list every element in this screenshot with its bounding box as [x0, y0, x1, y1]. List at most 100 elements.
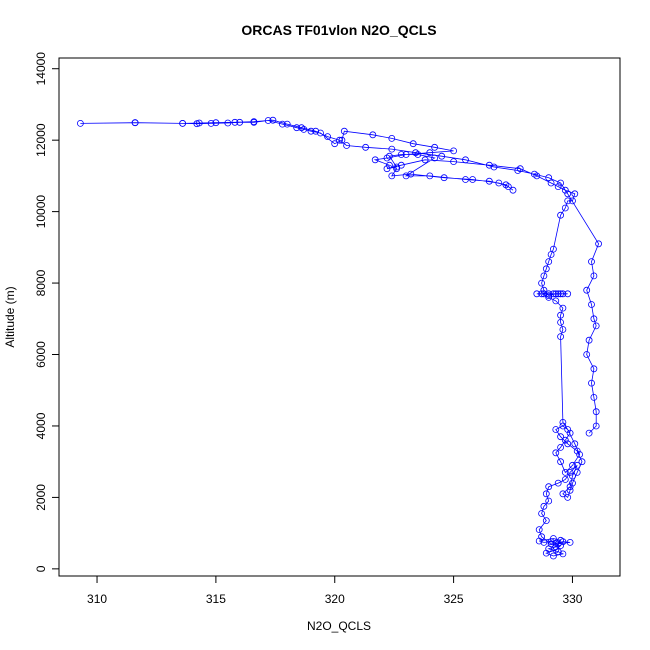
data-point [566, 539, 574, 546]
data-point [331, 140, 339, 148]
data-point [426, 172, 434, 180]
y-axis: 0 2000 4000 6000 8000 10000 12000 14000 [34, 52, 59, 572]
data-point [516, 165, 524, 173]
data-point [431, 143, 439, 151]
data-point [545, 292, 553, 300]
data-point [538, 510, 545, 517]
data-point [559, 326, 567, 333]
data-point [324, 133, 332, 141]
data-point [569, 197, 576, 205]
data-point [590, 315, 598, 323]
chart-title: ORCAS TF01vlon N2O_QCLS [241, 22, 436, 38]
data-point [538, 279, 545, 287]
data-point [595, 240, 602, 248]
data-point [585, 336, 593, 344]
x-tick-label: 330 [562, 592, 582, 606]
data-point [250, 118, 258, 125]
data-point [224, 119, 232, 127]
data-point [564, 426, 572, 433]
y-axis-label: Altitude (m) [3, 286, 17, 347]
data-point [557, 458, 564, 466]
data-point [540, 539, 548, 546]
data-point [561, 204, 569, 212]
data-point [566, 429, 574, 437]
data-point [293, 124, 301, 132]
data-point [385, 161, 393, 169]
y-tick-label: 8000 [34, 269, 48, 296]
data-point [557, 433, 564, 441]
data-point [462, 176, 469, 183]
data-point [533, 172, 541, 180]
data-point [564, 197, 572, 205]
data-point [412, 149, 420, 157]
data-point [550, 552, 557, 560]
data-point [569, 461, 576, 469]
x-tick-label: 310 [87, 592, 107, 606]
data-point [336, 136, 343, 144]
data-point [369, 131, 377, 139]
data-point [278, 120, 286, 128]
data-point [566, 486, 574, 494]
y-tick-label: 2000 [34, 484, 48, 511]
data-point [485, 161, 493, 169]
data-point [264, 117, 272, 124]
data-point [554, 479, 562, 487]
data-point [317, 129, 324, 137]
data-point [559, 422, 567, 430]
data-point [388, 172, 396, 180]
data-point [514, 167, 522, 174]
data-point [557, 290, 564, 298]
data-point [576, 451, 583, 458]
data-point [542, 490, 550, 498]
data-point [550, 245, 557, 253]
data-point [569, 472, 576, 480]
data-point [552, 449, 560, 457]
data-point [571, 190, 579, 198]
data-point [300, 125, 308, 133]
data-point [502, 181, 510, 189]
data-point [590, 393, 598, 401]
data-point [561, 468, 569, 476]
y-tick-label: 4000 [34, 412, 48, 439]
data-point [554, 183, 562, 191]
data-point [566, 468, 574, 476]
data-point [557, 311, 564, 319]
data-point [561, 186, 569, 194]
data-point [592, 408, 600, 416]
y-tick-label: 0 [34, 565, 48, 572]
data-point [397, 151, 405, 158]
data-point [538, 290, 545, 298]
data-point [312, 127, 320, 135]
data-point [393, 165, 401, 173]
data-point [588, 258, 595, 266]
data-point [578, 458, 586, 466]
data-point [509, 186, 517, 194]
data-point [557, 318, 564, 326]
data-point [559, 304, 567, 312]
data-point [383, 154, 391, 162]
data-point [552, 546, 560, 554]
data-point [552, 290, 560, 298]
data-point [388, 134, 396, 142]
data-point [554, 290, 562, 298]
data-point [559, 418, 567, 426]
data-point [407, 170, 415, 178]
data-series [77, 116, 602, 560]
data-point [421, 156, 429, 164]
data-point [236, 118, 244, 126]
series-line [80, 119, 600, 557]
x-tick-label: 315 [206, 592, 226, 606]
data-point [504, 183, 512, 191]
data-point [583, 351, 591, 358]
data-point [561, 436, 569, 444]
data-point [545, 290, 553, 298]
data-point [362, 143, 370, 151]
data-point [540, 290, 548, 298]
data-point [469, 176, 477, 183]
data-point [564, 190, 572, 198]
data-point [557, 443, 564, 451]
y-tick-label: 10000 [34, 195, 48, 229]
data-point [542, 265, 550, 273]
data-point [545, 258, 553, 266]
